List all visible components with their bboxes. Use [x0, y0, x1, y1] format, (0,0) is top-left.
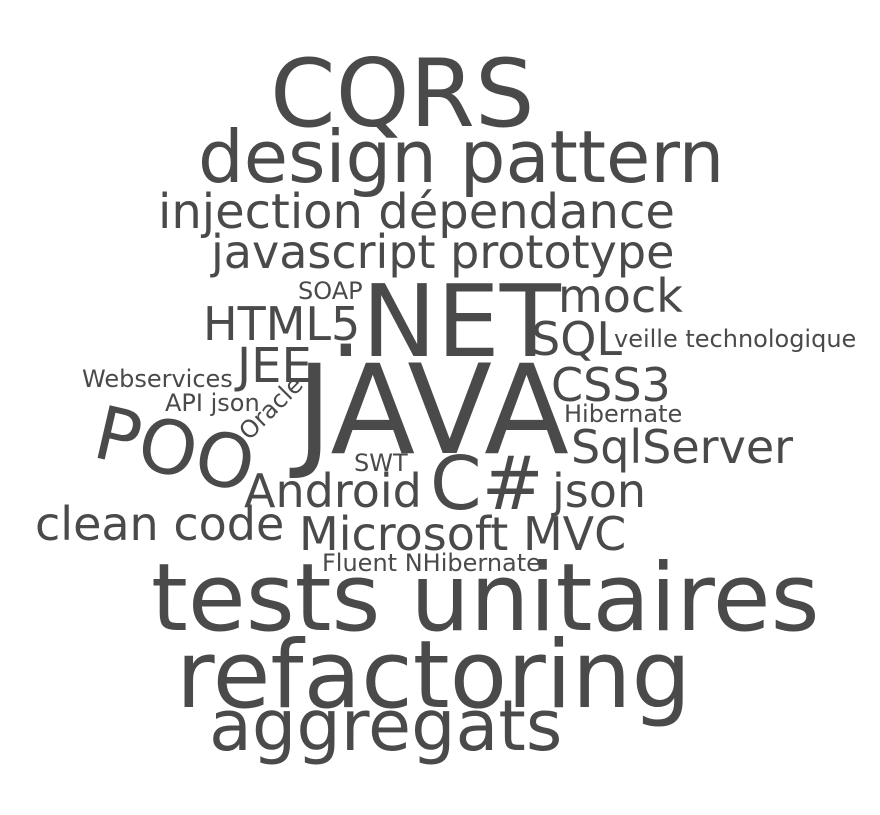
word-html5: HTML5 — [203, 297, 361, 351]
word-mock: mock — [558, 269, 683, 323]
word-javascript-prototype: javascript prototype — [211, 225, 675, 279]
word-design-pattern: design pattern — [198, 115, 725, 199]
word-webservices: Webservices — [82, 365, 233, 393]
word-jee: JEE — [237, 338, 312, 394]
word-json: json — [552, 464, 647, 518]
word-sql: SQL — [531, 312, 623, 366]
word-tests-unitaires: tests unitaires — [151, 544, 820, 653]
word-clean-code: clean code — [35, 497, 285, 551]
word-microsoft-mvc: Microsoft MVC — [299, 507, 627, 561]
word-refactoring: refactoring — [176, 621, 692, 730]
word-aggregats: aggregats — [209, 685, 563, 767]
word-api-json: API json — [165, 389, 260, 417]
word-css3: CSS3 — [551, 358, 671, 412]
word-cqrs: CQRS — [270, 40, 535, 149]
word-swt: SWT — [354, 449, 408, 477]
word-soap: SOAP — [298, 277, 363, 305]
word-dotnet: .NET — [330, 263, 561, 380]
word-hibernate: Hibernate — [564, 400, 683, 428]
word-sqlserver: SqlServer — [571, 420, 794, 474]
word-android: Android — [244, 464, 422, 518]
word-csharp: C# — [430, 441, 544, 527]
word-fluent-nhibernate: Fluent NHibernate — [322, 549, 541, 577]
word-veille-technologique: veille technologique — [614, 325, 857, 353]
word-injection-dependance: injection dépendance — [158, 184, 675, 240]
word-java: JAVA — [296, 339, 570, 483]
